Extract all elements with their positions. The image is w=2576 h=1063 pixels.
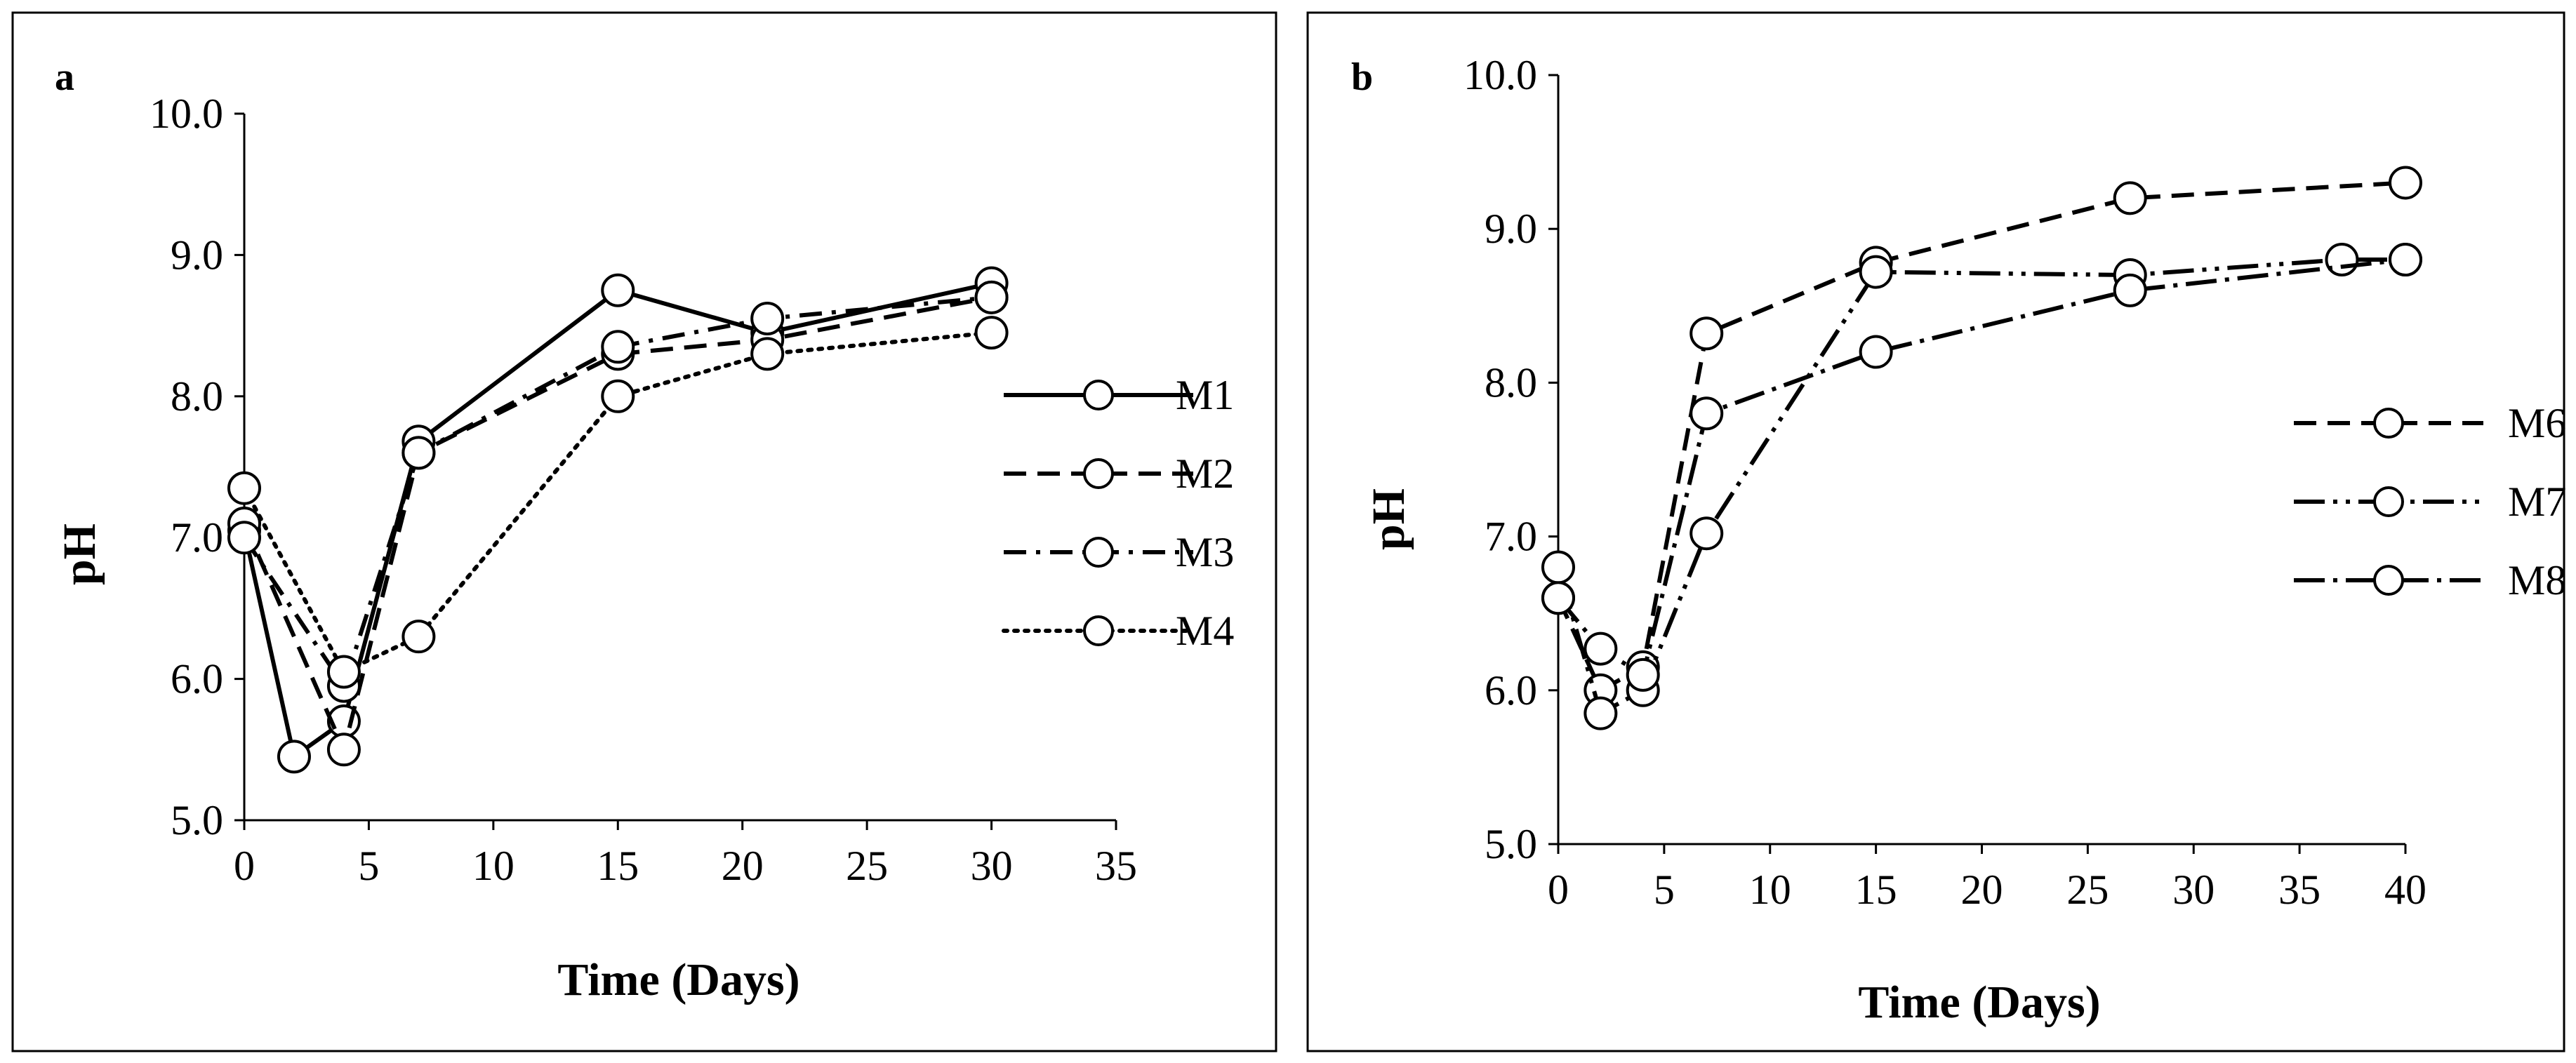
y-tick-label: 6.0 bbox=[171, 656, 223, 702]
data-point-m7 bbox=[2325, 243, 2359, 277]
x-tick-label: 20 bbox=[1961, 867, 2003, 913]
data-point-m6 bbox=[1689, 316, 1724, 351]
y-tick-label: 9.0 bbox=[171, 232, 223, 278]
x-tick-label: 30 bbox=[971, 843, 1013, 889]
data-point-m8 bbox=[2389, 243, 2422, 277]
data-point-m4 bbox=[326, 655, 361, 689]
data-point-m2 bbox=[326, 733, 361, 767]
y-tick-label: 8.0 bbox=[171, 373, 223, 420]
y-tick-label: 7.0 bbox=[171, 514, 223, 561]
panel-b-chart: 5.0 6.0 7.0 8.0 9.0 10.0 0 5 10 15 20 25 30 35 40 Time … bbox=[1363, 52, 2566, 1028]
y-tick-label: 5.0 bbox=[1485, 821, 1537, 867]
panel-a-chart: 5.0 6.0 7.0 8.0 9.0 10.0 0 5 10 15 20 25 30 35 Time (D… bbox=[54, 91, 1234, 1005]
y-tick-label: 9.0 bbox=[1485, 206, 1537, 252]
data-point-m8 bbox=[2113, 273, 2147, 307]
x-tick-label: 30 bbox=[2172, 867, 2215, 913]
series-line-m8 bbox=[1556, 258, 2406, 677]
legend-marker-m7 bbox=[2373, 486, 2404, 517]
data-point-m1 bbox=[277, 740, 311, 774]
data-point-m7 bbox=[1689, 516, 1724, 551]
data-point-m8 bbox=[1859, 335, 1893, 369]
series-line-m4 bbox=[242, 330, 994, 674]
data-point-m3 bbox=[227, 521, 261, 555]
x-tick-label: 15 bbox=[1855, 867, 1897, 913]
data-point-m6 bbox=[2389, 166, 2422, 200]
y-tick-label: 10.0 bbox=[1463, 52, 1537, 98]
x-tick-label: 0 bbox=[1548, 867, 1569, 913]
y-tick-label: 6.0 bbox=[1485, 667, 1537, 714]
x-axis-label: Time (Days) bbox=[1858, 977, 2100, 1028]
data-point-m7 bbox=[1584, 696, 1618, 730]
data-point-m1 bbox=[601, 273, 635, 307]
x-tick-label: 0 bbox=[234, 843, 255, 889]
x-tick-label: 5 bbox=[1654, 867, 1675, 913]
x-tick-label: 35 bbox=[2278, 867, 2321, 913]
y-tick-label: 10.0 bbox=[150, 91, 223, 137]
series-line-m2 bbox=[242, 295, 992, 752]
panel-a-letter: a bbox=[55, 55, 74, 99]
legend-label-m8: M8 bbox=[2508, 557, 2566, 603]
legend-label-m7: M7 bbox=[2508, 479, 2566, 525]
data-point-m3 bbox=[974, 280, 1009, 314]
legend-marker-m8 bbox=[2373, 565, 2404, 596]
y-tick-label: 7.0 bbox=[1485, 514, 1537, 560]
x-tick-label: 15 bbox=[597, 843, 639, 889]
panel-b-letter: b bbox=[1351, 55, 1373, 99]
data-point-m3 bbox=[601, 330, 635, 364]
legend-marker-m4 bbox=[1083, 615, 1114, 646]
data-point-m7 bbox=[1541, 550, 1575, 584]
data-point-m4 bbox=[974, 316, 1009, 350]
panel-a-frame bbox=[11, 11, 1277, 1052]
legend-marker-m3 bbox=[1083, 537, 1114, 568]
data-point-m6 bbox=[2113, 181, 2147, 215]
x-axis-label: Time (Days) bbox=[557, 954, 799, 1005]
y-axis-label: pH bbox=[54, 523, 105, 585]
legend-label-m2: M2 bbox=[1176, 450, 1234, 497]
legend-marker-m1 bbox=[1083, 380, 1114, 410]
y-tick-label: 5.0 bbox=[171, 797, 223, 843]
legend-marker-m6 bbox=[2373, 408, 2404, 439]
data-point-m8 bbox=[1689, 396, 1724, 431]
data-point-m7 bbox=[1859, 255, 1893, 289]
legend-label-m1: M1 bbox=[1176, 372, 1234, 418]
data-point-m4 bbox=[601, 379, 635, 413]
x-tick-label: 20 bbox=[722, 843, 764, 889]
x-tick-label: 25 bbox=[846, 843, 888, 889]
data-point-m8 bbox=[1626, 657, 1660, 692]
y-axis-label: pH bbox=[1363, 488, 1414, 550]
y-tick-label: 8.0 bbox=[1485, 359, 1537, 406]
legend-label-m6: M6 bbox=[2508, 400, 2566, 446]
legend-label-m3: M3 bbox=[1176, 529, 1234, 575]
series-line-m3 bbox=[242, 295, 992, 688]
data-point-m4 bbox=[750, 337, 785, 371]
data-point-m3 bbox=[750, 302, 785, 336]
x-tick-label: 35 bbox=[1095, 843, 1137, 889]
x-tick-label: 10 bbox=[1749, 867, 1791, 913]
data-point-m8 bbox=[1541, 581, 1575, 615]
data-point-m4 bbox=[227, 471, 261, 505]
x-tick-label: 40 bbox=[2384, 867, 2426, 913]
data-point-m3 bbox=[401, 436, 436, 470]
legend-marker-m2 bbox=[1083, 458, 1114, 489]
series-line-m7 bbox=[1556, 258, 2405, 716]
x-tick-label: 25 bbox=[2066, 867, 2109, 913]
series-line-m6 bbox=[1556, 180, 2406, 693]
data-point-m4 bbox=[401, 620, 436, 654]
legend-label-m4: M4 bbox=[1176, 608, 1234, 654]
data-point-m8 bbox=[1584, 631, 1618, 666]
x-tick-label: 5 bbox=[358, 843, 379, 889]
panel-b-frame bbox=[1306, 11, 2565, 1052]
x-tick-label: 10 bbox=[472, 843, 514, 889]
